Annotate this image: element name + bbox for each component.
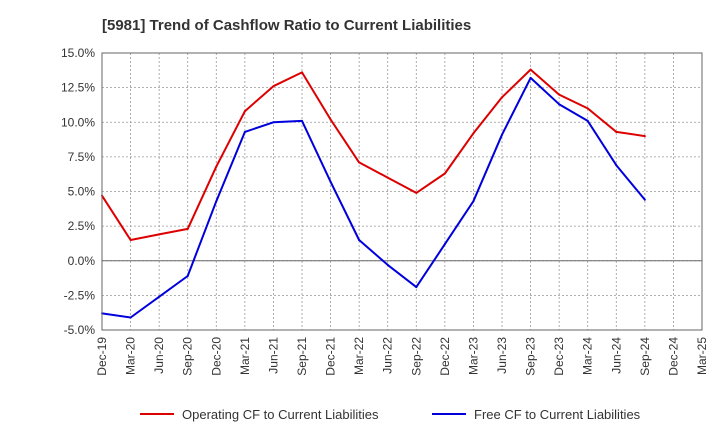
plot-frame [101,52,703,331]
x-tick-label: Jun-22 [381,337,395,374]
y-axis-ticks: 15.0% 12.5% 10.0% 7.5% 5.0% 2.5% 0.0% -2.5% -5.0… [61,46,95,337]
data-point [129,316,132,319]
y-tick-label: 15.0% [61,46,95,60]
legend-label: Free CF to Current Liabilities [474,407,641,422]
x-tick-label: Mar-22 [352,337,366,375]
data-point [615,164,618,167]
data-point [643,135,646,138]
data-point [443,243,446,246]
data-point [243,110,246,113]
legend: Operating CF to Current Liabilities Free … [140,407,641,422]
data-point [501,96,503,99]
data-point [272,85,275,88]
data-point [472,200,475,203]
x-tick-label: Sep-20 [181,337,195,376]
data-point [386,263,389,266]
x-tick-label: Sep-22 [409,337,423,376]
data-point [215,165,218,168]
y-tick-label: 7.5% [68,150,96,164]
y-tick-label: 0.0% [68,254,96,268]
x-tick-label: Dec-21 [324,337,338,376]
data-point [243,130,246,133]
x-tick-label: Dec-19 [95,337,109,376]
data-point [329,180,332,183]
data-point [129,238,132,241]
x-tick-label: Mar-24 [581,337,595,375]
x-axis-ticks: Dec-19 Mar-20 Jun-20 Sep-20 Dec-20 Mar-21 Jun-… [95,337,709,376]
x-tick-label: Dec-23 [552,337,566,376]
data-point [472,132,475,135]
x-tick-label: Mar-20 [124,337,138,375]
data-point [186,274,189,277]
data-point [586,107,589,110]
y-tick-label: 5.0% [68,185,96,199]
y-tick-label: -2.5% [64,288,96,302]
data-point [358,161,361,164]
x-tick-label: Jun-23 [495,337,509,374]
data-point [529,76,532,79]
x-tick-label: Dec-22 [438,337,452,376]
data-point [272,121,275,124]
x-tick-label: Sep-23 [524,337,538,376]
data-point [615,130,618,133]
data-point [158,233,161,236]
data-point [586,119,589,122]
data-point [643,198,646,201]
data-point [386,176,389,179]
data-point [415,286,418,289]
data-point [558,103,561,106]
data-point [158,295,161,298]
data-point [301,71,303,74]
legend-label: Operating CF to Current Liabilities [182,407,379,422]
series-line-0 [101,68,646,241]
x-tick-label: Jun-21 [266,337,280,374]
data-point [529,68,532,71]
data-point [443,172,446,175]
x-tick-label: Mar-23 [466,337,480,375]
x-tick-label: Dec-20 [209,337,223,376]
data-point [186,227,189,230]
x-tick-label: Dec-24 [666,337,680,376]
y-tick-label: 2.5% [68,219,96,233]
y-tick-label: 10.0% [61,115,95,129]
data-point [558,93,561,96]
x-tick-label: Mar-21 [238,337,252,375]
x-tick-label: Mar-25 [695,337,709,375]
y-tick-label: -5.0% [64,323,96,337]
series-lines [101,68,646,319]
data-point [415,191,418,194]
x-tick-label: Sep-21 [295,337,309,376]
x-tick-label: Jun-24 [609,337,623,374]
data-point [329,118,332,121]
series-line-1 [101,76,646,319]
data-point [358,238,361,241]
x-tick-label: Jun-20 [152,337,166,374]
grid-lines [101,52,703,331]
data-point [215,200,218,203]
x-tick-label: Sep-24 [638,337,652,376]
y-tick-label: 12.5% [61,81,95,95]
data-point [501,133,503,136]
data-point [301,119,303,122]
chart-title: [5981] Trend of Cashflow Ratio to Curren… [102,17,471,34]
